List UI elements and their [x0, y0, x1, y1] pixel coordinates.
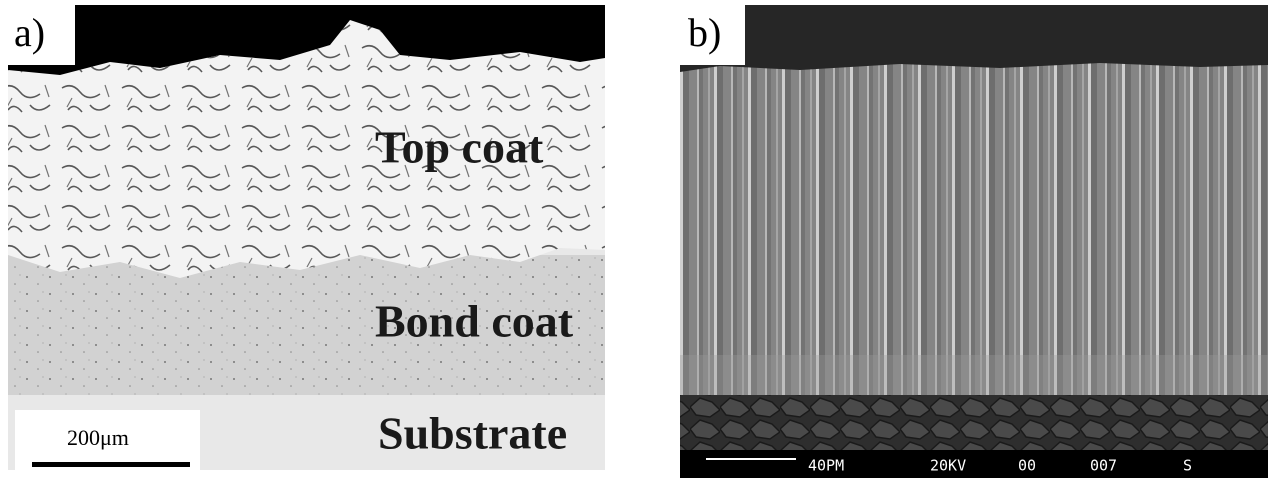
info-text: 00 — [1018, 457, 1036, 475]
figure: a) Top coat Bond coat Substrate 200μm 40… — [0, 0, 1274, 481]
panel-label: b) — [688, 10, 721, 55]
columnar-coating — [680, 63, 1268, 395]
annotation: Top coat — [375, 122, 544, 173]
panel-b: 40PM 20KV 00 007 S b) — [680, 5, 1268, 478]
panel-a: a) Top coat Bond coat Substrate 200μm — [8, 5, 605, 470]
scale-bar — [32, 462, 190, 467]
info-text: 40PM — [808, 457, 844, 475]
annotation: Substrate — [378, 408, 567, 459]
scale-bar-label: 200μm — [67, 425, 129, 450]
substrate-region — [680, 395, 1268, 450]
interface-region — [680, 355, 1268, 395]
scale-line — [706, 458, 796, 460]
info-bar — [680, 450, 1268, 478]
info-text: 20KV — [930, 457, 966, 475]
info-text: S — [1183, 457, 1192, 475]
annotation: Bond coat — [375, 296, 574, 347]
panel-label: a) — [14, 10, 45, 55]
info-text: 007 — [1090, 457, 1117, 475]
page: a) Top coat Bond coat Substrate 200μm 40… — [0, 0, 1274, 481]
